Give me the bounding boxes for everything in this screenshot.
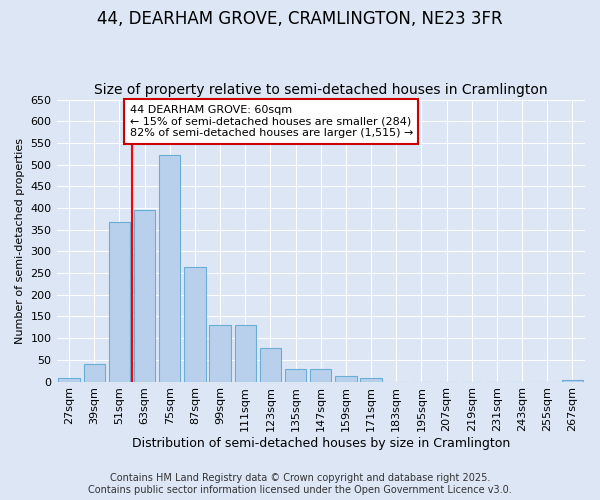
Bar <box>134 210 155 382</box>
Text: 44, DEARHAM GROVE, CRAMLINGTON, NE23 3FR: 44, DEARHAM GROVE, CRAMLINGTON, NE23 3FR <box>97 10 503 28</box>
Bar <box>310 370 331 382</box>
Bar <box>335 376 356 382</box>
Y-axis label: Number of semi-detached properties: Number of semi-detached properties <box>15 138 25 344</box>
Bar <box>58 378 80 382</box>
Bar <box>260 348 281 382</box>
Text: Contains HM Land Registry data © Crown copyright and database right 2025.
Contai: Contains HM Land Registry data © Crown c… <box>88 474 512 495</box>
Text: 44 DEARHAM GROVE: 60sqm
← 15% of semi-detached houses are smaller (284)
82% of s: 44 DEARHAM GROVE: 60sqm ← 15% of semi-de… <box>130 105 413 138</box>
Bar <box>361 378 382 382</box>
X-axis label: Distribution of semi-detached houses by size in Cramlington: Distribution of semi-detached houses by … <box>131 437 510 450</box>
Bar <box>184 266 206 382</box>
Bar <box>83 364 105 382</box>
Bar <box>209 325 231 382</box>
Bar <box>159 154 181 382</box>
Bar <box>562 380 583 382</box>
Bar <box>109 222 130 382</box>
Bar <box>235 325 256 382</box>
Bar <box>285 370 307 382</box>
Title: Size of property relative to semi-detached houses in Cramlington: Size of property relative to semi-detach… <box>94 83 548 97</box>
